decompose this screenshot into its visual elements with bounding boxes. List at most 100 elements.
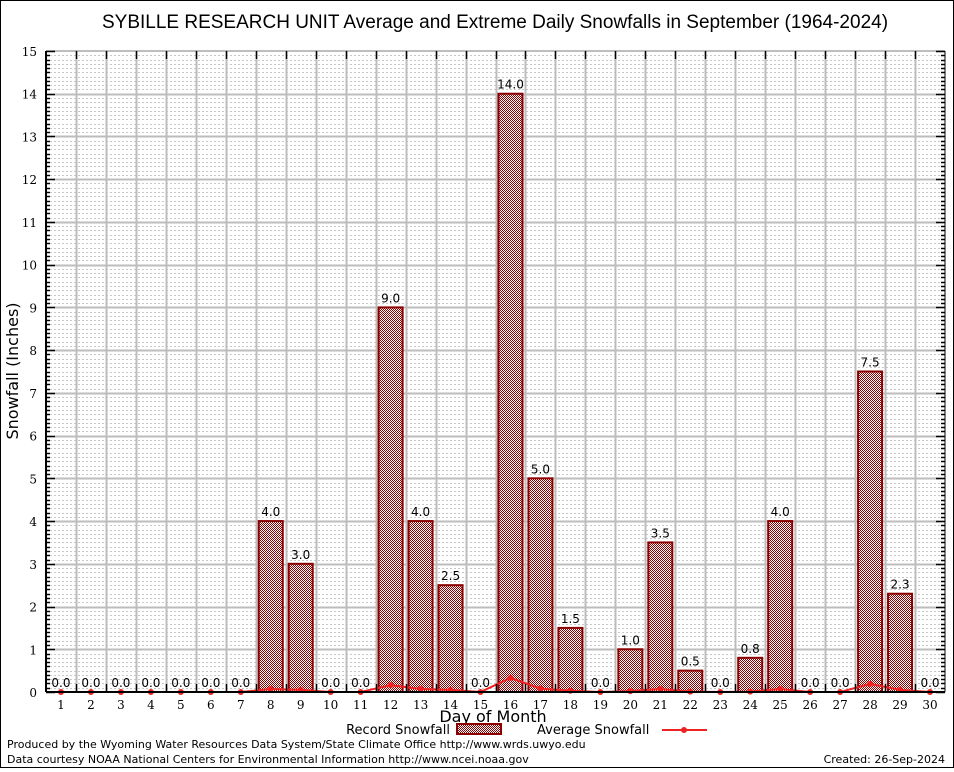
footer-produced-by: Produced by the Wyoming Water Resources … <box>7 738 586 751</box>
y-tick-label: 2 <box>29 601 37 615</box>
x-tick-label: 14 <box>443 698 459 712</box>
bar-value-label: 3.5 <box>651 526 670 540</box>
bar-value-label: 0.0 <box>711 676 730 690</box>
bar-value-label: 9.0 <box>381 291 400 305</box>
bar-value-label: 0.0 <box>111 676 130 690</box>
x-tick-label: 19 <box>593 698 608 712</box>
x-tick-label: 9 <box>297 698 305 712</box>
legend: Record Snowfall Average Snowfall <box>346 723 707 738</box>
bar-value-label: 4.0 <box>261 505 280 519</box>
bar-value-label: 7.5 <box>861 356 880 370</box>
bar-value-label: 4.0 <box>411 505 430 519</box>
bar-value-label: 5.0 <box>531 462 550 476</box>
bar-value-label: 0.0 <box>141 676 160 690</box>
x-tick-label: 20 <box>623 698 638 712</box>
bars-record-snowfall <box>257 92 914 694</box>
average-point-day-16 <box>507 674 514 681</box>
bar-day-12 <box>377 306 404 693</box>
x-tick-label: 4 <box>147 698 155 712</box>
x-tick-label: 2 <box>87 698 95 712</box>
bar-day-18 <box>557 626 584 694</box>
x-tick-label: 11 <box>353 698 368 712</box>
bar-value-label: 0.0 <box>920 676 939 690</box>
y-tick-label: 5 <box>29 472 37 486</box>
bar-day-20 <box>617 648 644 693</box>
x-axis-label: Day of Month <box>439 707 546 726</box>
bar-value-label: 1.0 <box>621 633 640 647</box>
average-point-day-17 <box>537 685 544 692</box>
y-tick-label: 11 <box>22 216 37 230</box>
bar-value-label: 0.0 <box>171 676 190 690</box>
bar-data-labels: 0.0 0.0 0.0 0.0 0.0 0.0 0.0 4.0 3.0 0.0 0.0 9.0 4.0 2… <box>51 78 939 690</box>
bar-value-label: 0.0 <box>831 676 850 690</box>
bar-value-label: 1.5 <box>561 612 580 626</box>
y-tick-label: 15 <box>22 45 37 59</box>
bar-value-label: 0.0 <box>81 676 100 690</box>
x-tick-label: 8 <box>267 698 275 712</box>
x-tick-label: 1 <box>57 698 65 712</box>
bar-value-label: 0.0 <box>51 676 70 690</box>
y-tick-label: 8 <box>29 344 37 358</box>
average-point-day-8 <box>267 686 274 693</box>
x-tick-label: 13 <box>413 698 428 712</box>
bar-value-label: 0.8 <box>741 642 760 656</box>
legend-label-average: Average Snowfall <box>537 723 649 738</box>
x-tick-label: 7 <box>237 698 245 712</box>
bar-value-label: 14.0 <box>497 78 524 92</box>
x-tick-label: 18 <box>563 698 578 712</box>
x-tick-label: 29 <box>892 698 907 712</box>
bar-day-14 <box>437 584 464 694</box>
bar-day-9 <box>287 562 314 693</box>
bar-value-label: 0.0 <box>231 676 250 690</box>
bar-value-label: 3.0 <box>291 548 310 562</box>
y-tick-label: 7 <box>29 387 37 401</box>
y-tick-label: 6 <box>29 430 37 444</box>
x-tick-label: 26 <box>803 698 818 712</box>
bar-day-13 <box>407 520 434 693</box>
x-tick-label: 30 <box>922 698 937 712</box>
y-tick-label: 4 <box>29 515 37 529</box>
x-tick-label: 28 <box>862 698 877 712</box>
y-tick-label: 10 <box>22 259 37 273</box>
y-tick-label: 12 <box>22 173 37 187</box>
bar-day-28 <box>857 370 884 693</box>
x-tick-label: 23 <box>713 698 728 712</box>
y-tick-label: 9 <box>29 301 37 315</box>
x-tick-labels: 1 2 3 4 5 6 7 8 9 10 11 12 13 14 15 16 17 18 19 20 21 22 23 24 2… <box>57 698 937 712</box>
average-point-day-25 <box>777 686 784 693</box>
legend-marker-average <box>681 727 687 733</box>
x-tick-label: 21 <box>653 698 668 712</box>
bar-day-24 <box>737 656 764 694</box>
grid <box>46 51 945 692</box>
bar-day-17 <box>527 477 554 694</box>
footer-data-courtesy: Data courtesy NOAA National Centers for … <box>7 753 529 766</box>
legend-swatch-record <box>456 723 502 735</box>
footer-created-date: Created: 26-Sep-2024 <box>824 753 945 766</box>
bar-value-label: 0.0 <box>321 676 340 690</box>
bar-value-label: 0.0 <box>201 676 220 690</box>
x-tick-label: 15 <box>473 698 488 712</box>
x-tick-label: 16 <box>503 698 518 712</box>
bar-value-label: 0.0 <box>591 676 610 690</box>
x-tick-label: 6 <box>207 698 215 712</box>
x-tick-label: 27 <box>832 698 847 712</box>
average-point-day-21 <box>657 686 664 693</box>
x-tick-label: 5 <box>177 698 185 712</box>
axes <box>45 50 946 694</box>
bar-day-21 <box>647 541 674 694</box>
bar-value-label: 2.5 <box>441 569 460 583</box>
y-tick-label: 3 <box>29 558 37 572</box>
bar-day-16 <box>497 92 524 693</box>
bar-day-8 <box>257 520 284 693</box>
x-tick-label: 22 <box>683 698 698 712</box>
bar-day-29 <box>887 592 914 693</box>
y-axis-label: Snowfall (Inches) <box>3 302 22 439</box>
bar-value-label: 4.0 <box>771 505 790 519</box>
x-tick-label: 24 <box>743 698 759 712</box>
bar-value-label: 0.5 <box>681 655 700 669</box>
x-tick-label: 12 <box>383 698 398 712</box>
average-point-day-13 <box>417 686 424 693</box>
bar-value-label: 0.0 <box>801 676 820 690</box>
